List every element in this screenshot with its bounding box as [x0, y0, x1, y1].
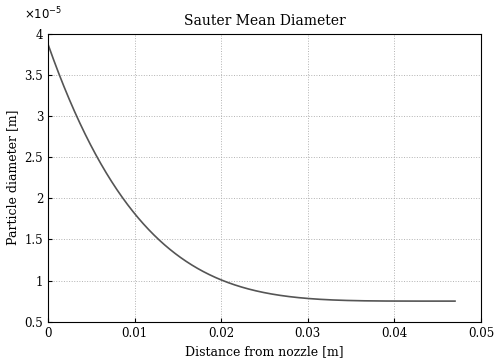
X-axis label: Distance from nozzle [m]: Distance from nozzle [m]	[185, 345, 344, 358]
Text: $\times 10^{-5}$: $\times 10^{-5}$	[24, 5, 62, 22]
Title: Sauter Mean Diameter: Sauter Mean Diameter	[184, 15, 346, 28]
Y-axis label: Particle diameter [m]: Particle diameter [m]	[6, 110, 19, 245]
